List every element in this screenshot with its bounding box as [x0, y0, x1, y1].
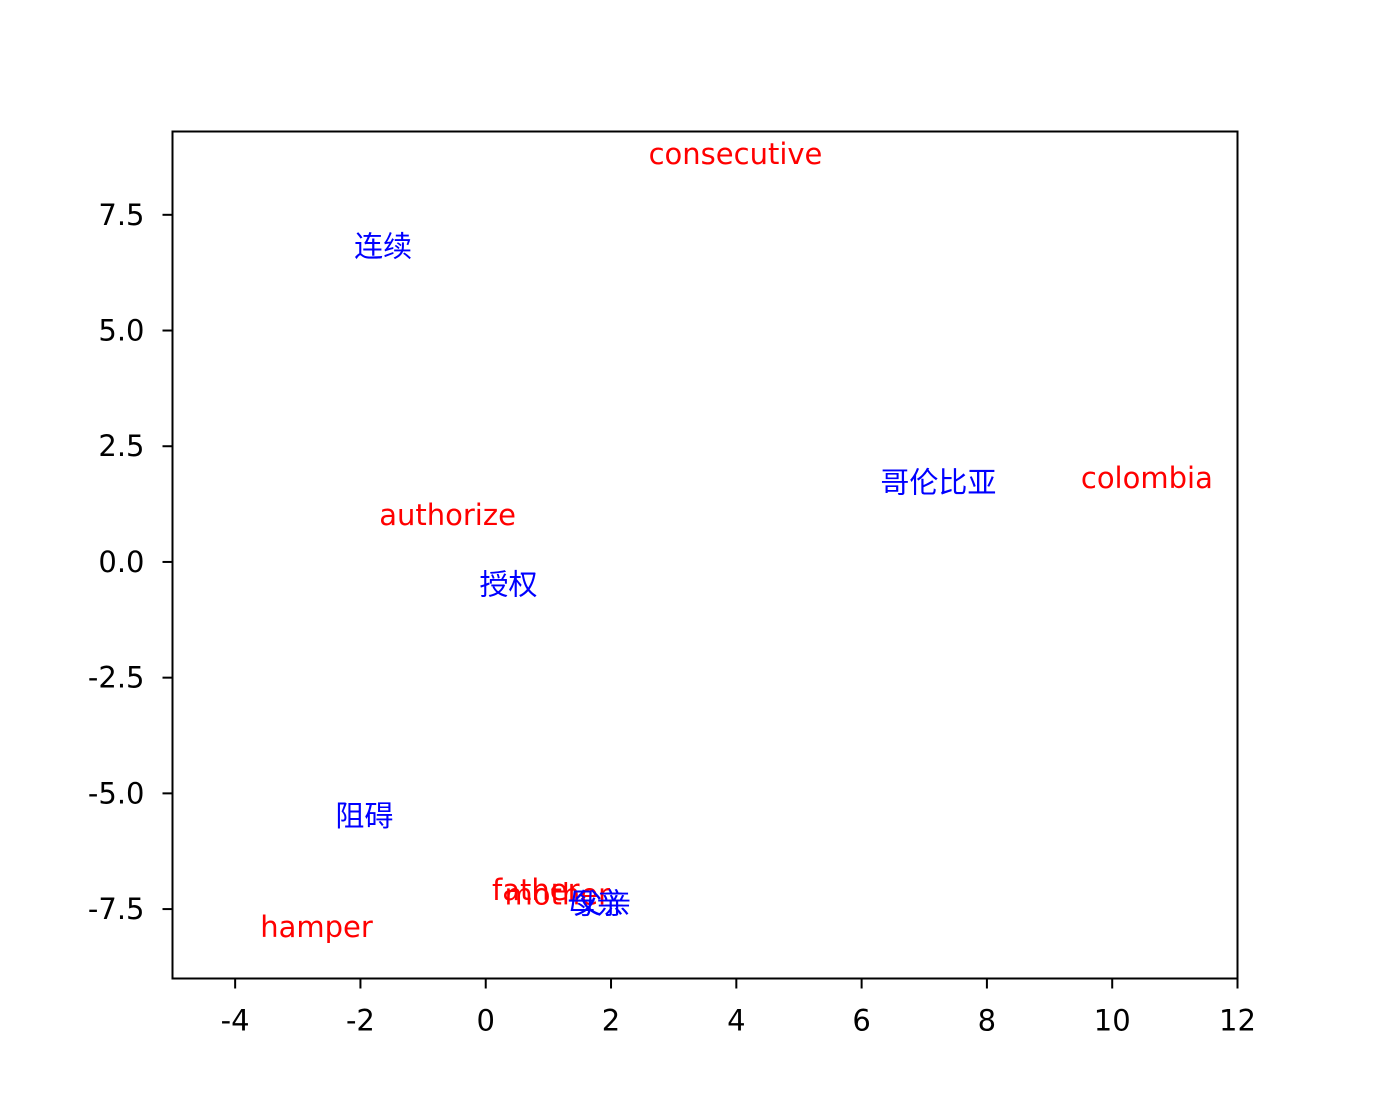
x-tick-label: 6	[852, 1004, 870, 1038]
x-axis: -4 -2 0 2 4 6 8 10 12	[221, 978, 1256, 1038]
y-tick-label: -2.5	[88, 661, 145, 695]
point-label-chinese: 母亲	[567, 887, 625, 921]
point-label-english: consecutive	[649, 137, 823, 171]
x-tick-label: 12	[1219, 1004, 1256, 1038]
y-tick-label: 2.5	[98, 429, 144, 463]
point-label-chinese: 阻碍	[335, 799, 393, 833]
x-tick-label: 10	[1094, 1004, 1131, 1038]
x-tick-label: 4	[727, 1004, 745, 1038]
point-label-chinese: 连续	[354, 229, 412, 263]
x-tick-label: -4	[221, 1004, 250, 1038]
point-label-chinese: 父亲	[573, 887, 631, 921]
point-label-english: mother	[505, 877, 611, 911]
y-tick-label: -7.5	[88, 892, 145, 926]
point-label-english: colombia	[1081, 461, 1213, 495]
y-axis: 7.5 5.0 2.5 0.0 -2.5 -5.0 -7.5	[88, 198, 173, 926]
y-tick-label: 5.0	[98, 314, 144, 348]
y-tick-label: 7.5	[98, 198, 144, 232]
x-tick-label: 2	[602, 1004, 620, 1038]
plot-area-frame	[171, 130, 1239, 980]
y-tick-label: -5.0	[88, 776, 145, 810]
x-tick-label: -2	[346, 1004, 375, 1038]
point-label-english: father	[492, 873, 580, 907]
point-label-chinese: 授权	[479, 567, 537, 601]
x-tick-label: 8	[978, 1004, 996, 1038]
point-label-english: authorize	[379, 498, 516, 532]
x-tick-label: 0	[477, 1004, 495, 1038]
point-label-english: hamper	[260, 910, 373, 944]
point-label-chinese: 哥伦比亚	[880, 466, 996, 500]
y-tick-label: 0.0	[98, 545, 144, 579]
